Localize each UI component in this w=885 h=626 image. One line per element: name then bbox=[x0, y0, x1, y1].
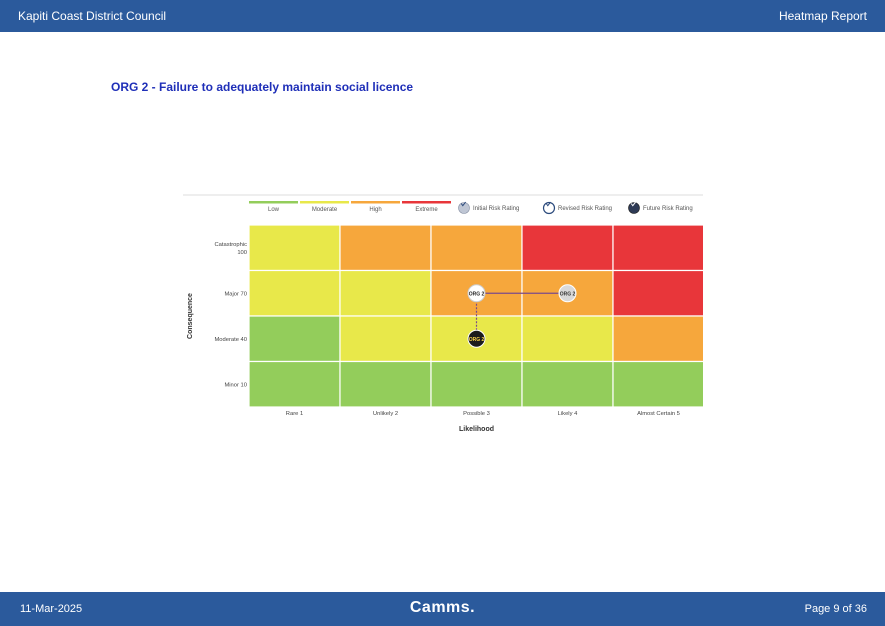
organization-name: Kapiti Coast District Council bbox=[18, 9, 167, 23]
heatmap-cell bbox=[521, 315, 614, 363]
rating-legend-label: Initial Risk Rating bbox=[473, 206, 519, 212]
check-icon bbox=[630, 201, 636, 207]
x-tick-label: Rare 1 bbox=[286, 411, 303, 417]
heatmap-cell bbox=[248, 224, 341, 272]
heatmap-cell bbox=[248, 269, 341, 317]
severity-legend-label: Moderate bbox=[312, 207, 338, 213]
report-date: 11-Mar-2025 bbox=[20, 603, 83, 615]
y-tick-label: 100 bbox=[237, 250, 247, 256]
future-rating-legend-icon bbox=[628, 202, 640, 214]
revised-risk-marker bbox=[467, 284, 486, 303]
x-tick-label: Likely 4 bbox=[558, 411, 578, 417]
heatmap-cell bbox=[521, 360, 614, 408]
heatmap-cell bbox=[612, 315, 703, 363]
heatmap-cell bbox=[521, 224, 614, 272]
severity-legend-swatch bbox=[300, 201, 349, 204]
heatmap-cell bbox=[612, 269, 703, 317]
check-icon bbox=[460, 201, 466, 207]
x-tick-label: Almost Certain 5 bbox=[637, 411, 680, 417]
severity-legend-swatch bbox=[249, 201, 298, 204]
y-tick-label: Catastrophic bbox=[214, 242, 247, 248]
heatmap-cell bbox=[248, 360, 341, 408]
heatmap-cell bbox=[339, 224, 432, 272]
x-tick-label: Possible 3 bbox=[463, 411, 490, 417]
x-tick-label: Unlikely 2 bbox=[373, 411, 398, 417]
severity-legend-label: High bbox=[369, 207, 381, 213]
x-axis-label: Likelihood bbox=[459, 426, 494, 433]
rating-legend-label: Future Risk Rating bbox=[643, 206, 693, 212]
future-risk-marker bbox=[467, 329, 486, 348]
heatmap-cell bbox=[339, 315, 432, 363]
header-bar: Kapiti Coast District Council Heatmap Re… bbox=[0, 0, 885, 32]
heatmap-chart: Low Moderate High Extreme Initial Risk Ratin… bbox=[183, 194, 703, 433]
heatmap-cell bbox=[430, 360, 523, 408]
y-axis-label: Consequence bbox=[187, 293, 194, 339]
report-title: Heatmap Report bbox=[778, 9, 867, 23]
risk-marker-label: ORG 2 bbox=[469, 291, 485, 297]
y-tick-label: Moderate 40 bbox=[214, 337, 247, 343]
risk-title: ORG 2 - Failure to adequately maintain s… bbox=[111, 80, 414, 94]
heatmap-cell bbox=[612, 224, 703, 272]
severity-legend-swatch bbox=[402, 201, 451, 204]
y-tick-label: Minor 10 bbox=[224, 382, 247, 388]
heatmap-cell bbox=[612, 360, 703, 408]
footer-bar: 11-Mar-2025 Camms. Page 9 of 36 bbox=[0, 592, 885, 626]
risk-marker-label: ORG 2 bbox=[560, 291, 576, 297]
severity-legend-label: Low bbox=[268, 207, 280, 213]
check-icon bbox=[545, 201, 551, 207]
revised-rating-legend-icon bbox=[542, 201, 556, 215]
initial-rating-legend-icon bbox=[458, 202, 470, 214]
camms-logo: Camms. bbox=[409, 599, 476, 616]
heatmap-cell bbox=[339, 360, 432, 408]
rating-legend-label: Revised Risk Rating bbox=[558, 206, 612, 212]
heatmap-cell bbox=[430, 224, 523, 272]
severity-legend-swatch bbox=[351, 201, 400, 204]
heatmap-cell bbox=[339, 269, 432, 317]
y-tick-label: Major 70 bbox=[224, 291, 247, 297]
severity-legend-label: Extreme bbox=[415, 207, 438, 213]
initial-risk-marker bbox=[558, 284, 577, 303]
risk-marker-label: ORG 2 bbox=[469, 337, 485, 343]
page-number: Page 9 of 36 bbox=[804, 603, 867, 615]
heatmap-cell bbox=[248, 315, 341, 363]
